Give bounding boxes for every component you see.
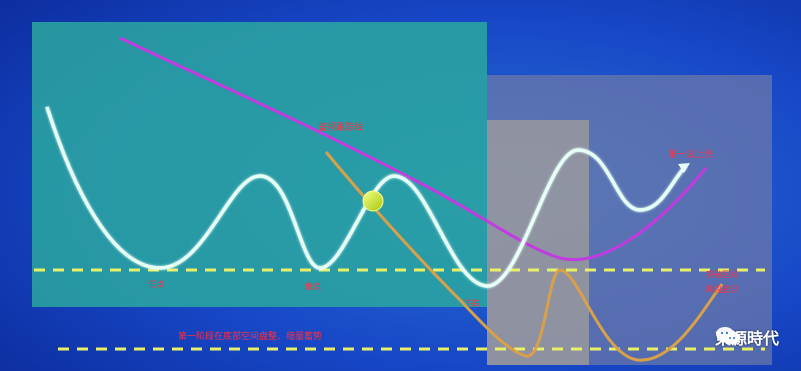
watermark: 東源時代 — [715, 325, 779, 349]
magenta-line-label: 鉴视跟踪线 — [318, 121, 363, 133]
bottom-label: 第一阶段在底部空间盘整、缩量蓄势 — [178, 330, 322, 342]
white-curve-label: 第一波上涨 — [668, 148, 713, 160]
teal-panel — [32, 22, 487, 307]
left-trough-label: 低点 — [148, 279, 164, 289]
wechat-icon — [715, 325, 741, 347]
mid-bottom-label: 下跌 — [464, 298, 480, 308]
right-label-1: 突破区间 — [706, 269, 738, 279]
mid-trough-label: 低点 — [305, 281, 321, 291]
grey-panel — [487, 120, 589, 365]
green-ball-marker — [363, 191, 383, 211]
right-label-2: 阶段底部 — [706, 284, 738, 294]
